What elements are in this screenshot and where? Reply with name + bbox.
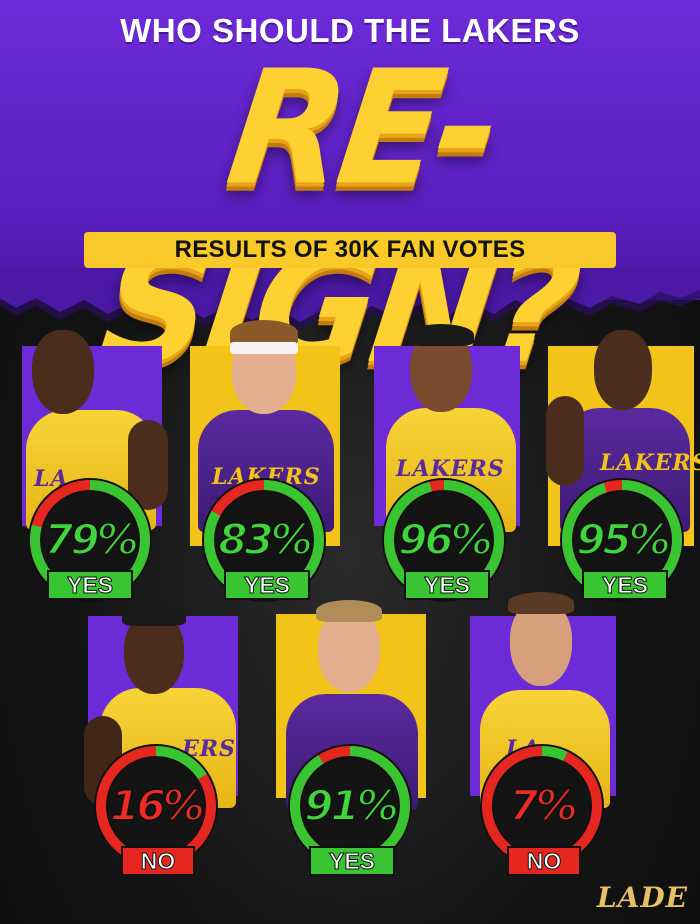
player-2-verdict: YES xyxy=(224,570,310,600)
player-7-hair xyxy=(508,592,574,614)
player-4-percent: 95% xyxy=(575,514,672,565)
player-3-vote-ring: 96% xyxy=(382,478,506,602)
player-3-percent: 96% xyxy=(397,514,494,565)
player-6-ring-graphic xyxy=(288,744,412,868)
player-7-percent: 7% xyxy=(508,780,578,831)
player-6-verdict: YES xyxy=(309,846,395,876)
player-1-verdict: YES xyxy=(47,570,133,600)
player-1-vote-ring: 79% xyxy=(28,478,152,602)
player-4-vote-ring: 95% xyxy=(560,478,684,602)
player-6-percent: 91% xyxy=(303,780,400,831)
player-3-verdict: YES xyxy=(404,570,490,600)
player-5-verdict: NO xyxy=(121,846,195,876)
player-3-ring-graphic xyxy=(382,478,506,602)
torn-paper-edge xyxy=(0,268,700,330)
player-4-verdict: YES xyxy=(582,570,668,600)
player-6-head xyxy=(318,608,380,692)
player-7-verdict: NO xyxy=(507,846,581,876)
player-2-headband xyxy=(230,342,298,354)
player-1-percent: 79% xyxy=(43,514,140,565)
player-6-vote-ring: 91% xyxy=(288,744,412,868)
player-4-arm xyxy=(546,396,584,486)
player-5-hair xyxy=(122,604,186,626)
headline-title: RE-SIGN? xyxy=(91,37,586,399)
watermark-logo: LADE xyxy=(596,881,688,914)
player-1-head xyxy=(32,330,94,414)
player-7-head xyxy=(510,600,572,686)
player-3-jersey-text: LAKERS xyxy=(396,456,505,482)
player-4-jersey-text: LAKERS xyxy=(600,450,700,476)
headline-subtitle: WHO SHOULD THE LAKERS xyxy=(120,12,580,49)
player-2-hair xyxy=(230,320,298,346)
player-1-ring-graphic xyxy=(28,478,152,602)
player-2-percent: 83% xyxy=(217,514,314,565)
player-5-percent: 16% xyxy=(109,780,206,831)
results-banner: RESULTS OF 30K FAN VOTES xyxy=(84,232,616,268)
player-1-arm xyxy=(128,420,168,510)
player-6-hair xyxy=(316,600,382,622)
player-4-head xyxy=(594,330,652,410)
player-3-hair xyxy=(408,324,474,346)
